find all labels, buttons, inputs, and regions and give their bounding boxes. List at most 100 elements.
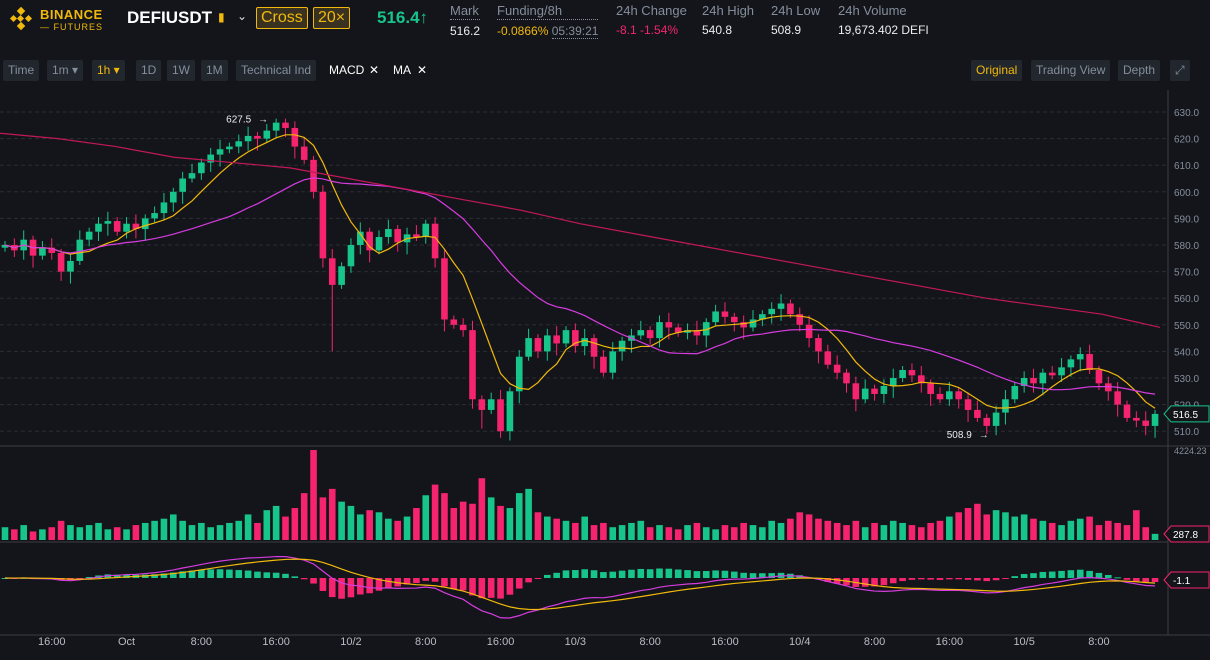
candle-body [1095, 370, 1103, 384]
volume-last-tag: 287.8 [1173, 530, 1198, 541]
candle-body [880, 385, 888, 394]
volume-bar [235, 520, 243, 540]
candlestick-chart[interactable]: 630.0 620.0 610.0 600.0 590.0 580.0 570.0 560.0… [0, 90, 1210, 655]
trading-view-button[interactable]: Trading View [1031, 60, 1111, 81]
candle-body [777, 303, 785, 309]
symbol-name[interactable]: DEFIUSDT [127, 8, 212, 27]
candle-body [1123, 404, 1131, 418]
binance-logo[interactable]: BINANCE — FUTURES [8, 6, 103, 32]
candle-body [1133, 417, 1140, 421]
interval-1mo-button[interactable]: 1M [201, 60, 228, 81]
candle-body [198, 162, 205, 174]
candle-body [235, 141, 243, 147]
candle-body [1067, 359, 1075, 368]
macd-histogram-bar [833, 578, 841, 584]
macd-histogram-bar [1133, 578, 1140, 582]
macd-histogram-bar [506, 578, 514, 595]
high-label: 24h High [702, 3, 755, 18]
candle-body [562, 330, 570, 344]
macd-histogram-bar [1142, 578, 1149, 583]
macd-histogram-bar [899, 578, 906, 582]
volume-bar [1123, 525, 1131, 540]
macd-histogram-bar [983, 578, 991, 582]
macd-histogram-bar [1114, 577, 1121, 579]
candle-body [450, 319, 458, 325]
interval-1h-button[interactable]: 1h ▾ [92, 60, 125, 81]
remove-macd-icon[interactable]: ✕ [369, 63, 380, 77]
macd-histogram-bar [572, 570, 579, 578]
volume-bar [600, 522, 607, 540]
candle-body [48, 247, 56, 253]
time-tick-label: 16:00 [487, 636, 515, 648]
volume-bar [824, 520, 832, 540]
volume-bar [702, 527, 710, 540]
remove-ma-icon[interactable]: ✕ [417, 63, 428, 77]
macd-histogram-bar [964, 578, 972, 580]
macd-histogram-bar [179, 571, 186, 578]
macd-histogram-bar [889, 578, 897, 584]
macd-histogram-bar [656, 568, 663, 578]
volume-bar [1030, 518, 1037, 540]
candle-body [1151, 413, 1159, 426]
volume-bar [29, 531, 37, 540]
candle-body [674, 327, 682, 333]
macd-histogram-bar [1039, 571, 1047, 578]
price-tick-label: 550.0 [1174, 321, 1199, 332]
technical-indicators-button[interactable]: Technical Ind [236, 60, 317, 81]
macd-histogram-bar [375, 578, 383, 591]
interval-1d-button[interactable]: 1D [136, 60, 162, 81]
volume-bar [244, 514, 252, 540]
time-tick-label: 10/4 [789, 636, 810, 648]
depth-button[interactable]: Depth [1118, 60, 1161, 81]
candle-body [861, 388, 869, 400]
volume-bar [422, 495, 430, 540]
macd-histogram-bar [113, 574, 121, 578]
volume-bar [534, 512, 542, 540]
chevron-down-icon[interactable]: ⌄ [237, 9, 248, 23]
volume-bar [983, 514, 991, 540]
volume-bar [787, 518, 794, 540]
candle-body [244, 135, 252, 142]
time-button[interactable]: Time [3, 60, 40, 81]
candle-body [506, 391, 514, 432]
candle-body [1002, 399, 1009, 413]
candle-body [104, 221, 112, 224]
macd-histogram-bar [824, 578, 832, 582]
volume-bar [263, 510, 271, 540]
volume-bar [375, 512, 383, 540]
volume-bar [731, 527, 738, 540]
candle-body [385, 229, 392, 238]
candle-body [936, 393, 944, 400]
macd-histogram-bar [1058, 570, 1065, 578]
interval-1w-button[interactable]: 1W [167, 60, 195, 81]
candle-body [85, 231, 93, 240]
margin-mode-button[interactable]: Cross [256, 7, 308, 29]
price-tick-label: 590.0 [1174, 214, 1199, 225]
candle-body [749, 319, 757, 328]
volume-bar [637, 520, 645, 540]
original-view-button[interactable]: Original [971, 60, 1023, 81]
interval-1m-button[interactable]: 1m ▾ [47, 60, 84, 81]
leverage-button[interactable]: 20× [313, 7, 351, 29]
volume-bar [85, 525, 93, 540]
volume-bar [319, 497, 327, 540]
macd-histogram-bar [263, 572, 271, 578]
volume-bar [403, 516, 411, 540]
change-label: 24h Change [616, 3, 687, 18]
candle-body [581, 338, 588, 347]
macd-histogram-bar [946, 578, 953, 580]
low-annotation: 508.9 [947, 430, 972, 441]
fullscreen-icon[interactable]: ⤢ [1170, 60, 1190, 81]
macd-histogram-bar [628, 569, 635, 578]
volume-bar [665, 527, 673, 540]
volume-bar [581, 516, 588, 540]
candle-body [1030, 378, 1037, 384]
macd-histogram-bar [637, 568, 645, 578]
last-price: 516.4↑ [377, 8, 429, 27]
macd-histogram-bar [226, 569, 233, 578]
macd-histogram-bar [487, 578, 495, 598]
candle-body [534, 338, 542, 352]
candle-body [1086, 354, 1093, 371]
macd-histogram-bar [459, 578, 467, 591]
chart-canvas[interactable]: 630.0 620.0 610.0 600.0 590.0 580.0 570.0 560.0… [0, 90, 1210, 655]
